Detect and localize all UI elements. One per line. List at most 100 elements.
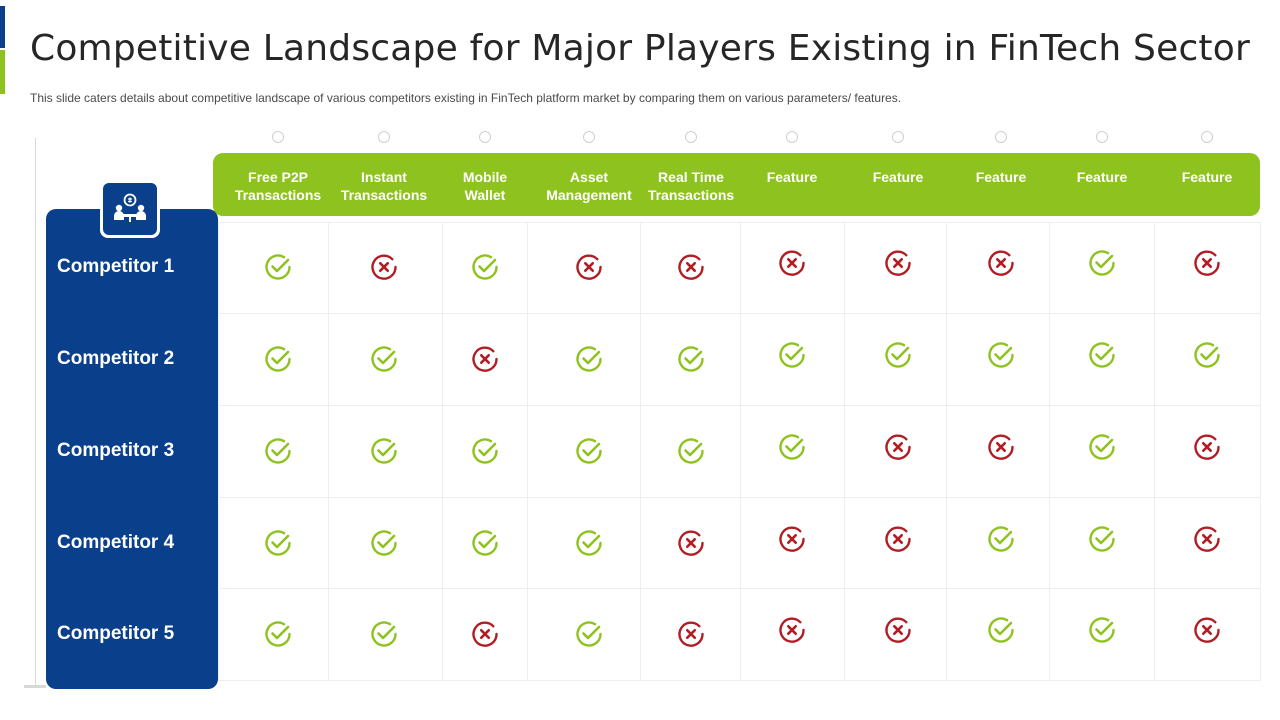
column-header: Mobile Wallet — [462, 169, 508, 203]
cross-icon — [883, 615, 913, 645]
column-header: Feature — [1076, 169, 1128, 185]
cross-icon — [883, 432, 913, 462]
row-divider — [218, 405, 1260, 406]
column-header: Instant Transactions — [340, 169, 428, 203]
check-icon — [369, 344, 399, 374]
cross-icon — [470, 344, 500, 374]
check-icon — [1087, 340, 1117, 370]
column-header: Feature — [766, 169, 818, 185]
cross-icon — [676, 528, 706, 558]
cross-icon — [986, 432, 1016, 462]
check-icon — [883, 340, 913, 370]
check-icon — [1087, 432, 1117, 462]
cross-icon — [883, 524, 913, 554]
column-divider — [1154, 222, 1155, 681]
check-icon — [369, 619, 399, 649]
base-line — [24, 685, 46, 688]
row-divider — [218, 680, 1260, 681]
row-divider — [218, 222, 1260, 223]
cross-icon — [883, 248, 913, 278]
radio-marker — [272, 131, 284, 143]
accent-bar-blue — [0, 6, 5, 48]
header-bar — [213, 153, 1260, 216]
radio-marker — [1201, 131, 1213, 143]
column-header: Free P2P Transactions — [234, 169, 322, 203]
check-icon — [676, 344, 706, 374]
radio-marker — [583, 131, 595, 143]
column-divider — [442, 222, 443, 681]
radio-marker — [479, 131, 491, 143]
check-icon — [263, 436, 293, 466]
cross-icon — [369, 252, 399, 282]
check-icon — [470, 528, 500, 558]
check-icon — [986, 524, 1016, 554]
people-meeting-icon — [114, 193, 146, 222]
check-icon — [986, 340, 1016, 370]
cross-icon — [470, 619, 500, 649]
radio-marker — [378, 131, 390, 143]
check-icon — [1087, 615, 1117, 645]
column-divider — [328, 222, 329, 681]
check-icon — [986, 615, 1016, 645]
competitor-label: Competitor 4 — [57, 532, 175, 553]
check-icon — [574, 436, 604, 466]
column-divider — [740, 222, 741, 681]
timeline-line — [35, 138, 36, 686]
column-divider — [640, 222, 641, 681]
check-icon — [1087, 524, 1117, 554]
column-divider — [946, 222, 947, 681]
check-icon — [574, 528, 604, 558]
cross-icon — [676, 619, 706, 649]
radio-marker — [1096, 131, 1108, 143]
radio-marker — [786, 131, 798, 143]
page-title: Competitive Landscape for Major Players … — [30, 28, 1250, 69]
cross-icon — [1192, 615, 1222, 645]
cross-icon — [574, 252, 604, 282]
radio-marker — [685, 131, 697, 143]
cross-icon — [986, 248, 1016, 278]
check-icon — [263, 344, 293, 374]
competitor-label: Competitor 5 — [57, 623, 175, 644]
cross-icon — [1192, 248, 1222, 278]
column-divider — [1049, 222, 1050, 681]
cross-icon — [676, 252, 706, 282]
check-icon — [470, 252, 500, 282]
competitor-label: Competitor 3 — [57, 440, 175, 461]
check-icon — [470, 436, 500, 466]
page-subtitle: This slide caters details about competit… — [30, 91, 902, 105]
cross-icon — [777, 248, 807, 278]
check-icon — [676, 436, 706, 466]
check-icon — [574, 619, 604, 649]
column-divider — [844, 222, 845, 681]
radio-row — [0, 130, 1280, 146]
logo-badge — [100, 180, 160, 238]
row-divider — [218, 313, 1260, 314]
check-icon — [777, 340, 807, 370]
column-divider — [527, 222, 528, 681]
cross-icon — [777, 524, 807, 554]
competitor-label: Competitor 2 — [57, 348, 175, 369]
competitor-panel — [46, 209, 218, 689]
check-icon — [574, 344, 604, 374]
column-header: Asset Management — [546, 169, 632, 203]
column-divider — [1260, 222, 1261, 681]
cross-icon — [1192, 524, 1222, 554]
radio-marker — [892, 131, 904, 143]
row-divider — [218, 588, 1260, 589]
check-icon — [369, 436, 399, 466]
check-icon — [1192, 340, 1222, 370]
check-icon — [777, 432, 807, 462]
check-icon — [263, 528, 293, 558]
row-divider — [218, 497, 1260, 498]
column-divider — [218, 222, 219, 681]
column-header: Real Time Transactions — [647, 169, 735, 203]
check-icon — [263, 619, 293, 649]
check-icon — [263, 252, 293, 282]
check-icon — [1087, 248, 1117, 278]
competitor-label: Competitor 1 — [57, 256, 175, 277]
cross-icon — [1192, 432, 1222, 462]
radio-marker — [995, 131, 1007, 143]
cross-icon — [777, 615, 807, 645]
check-icon — [369, 528, 399, 558]
column-header: Feature — [872, 169, 924, 185]
